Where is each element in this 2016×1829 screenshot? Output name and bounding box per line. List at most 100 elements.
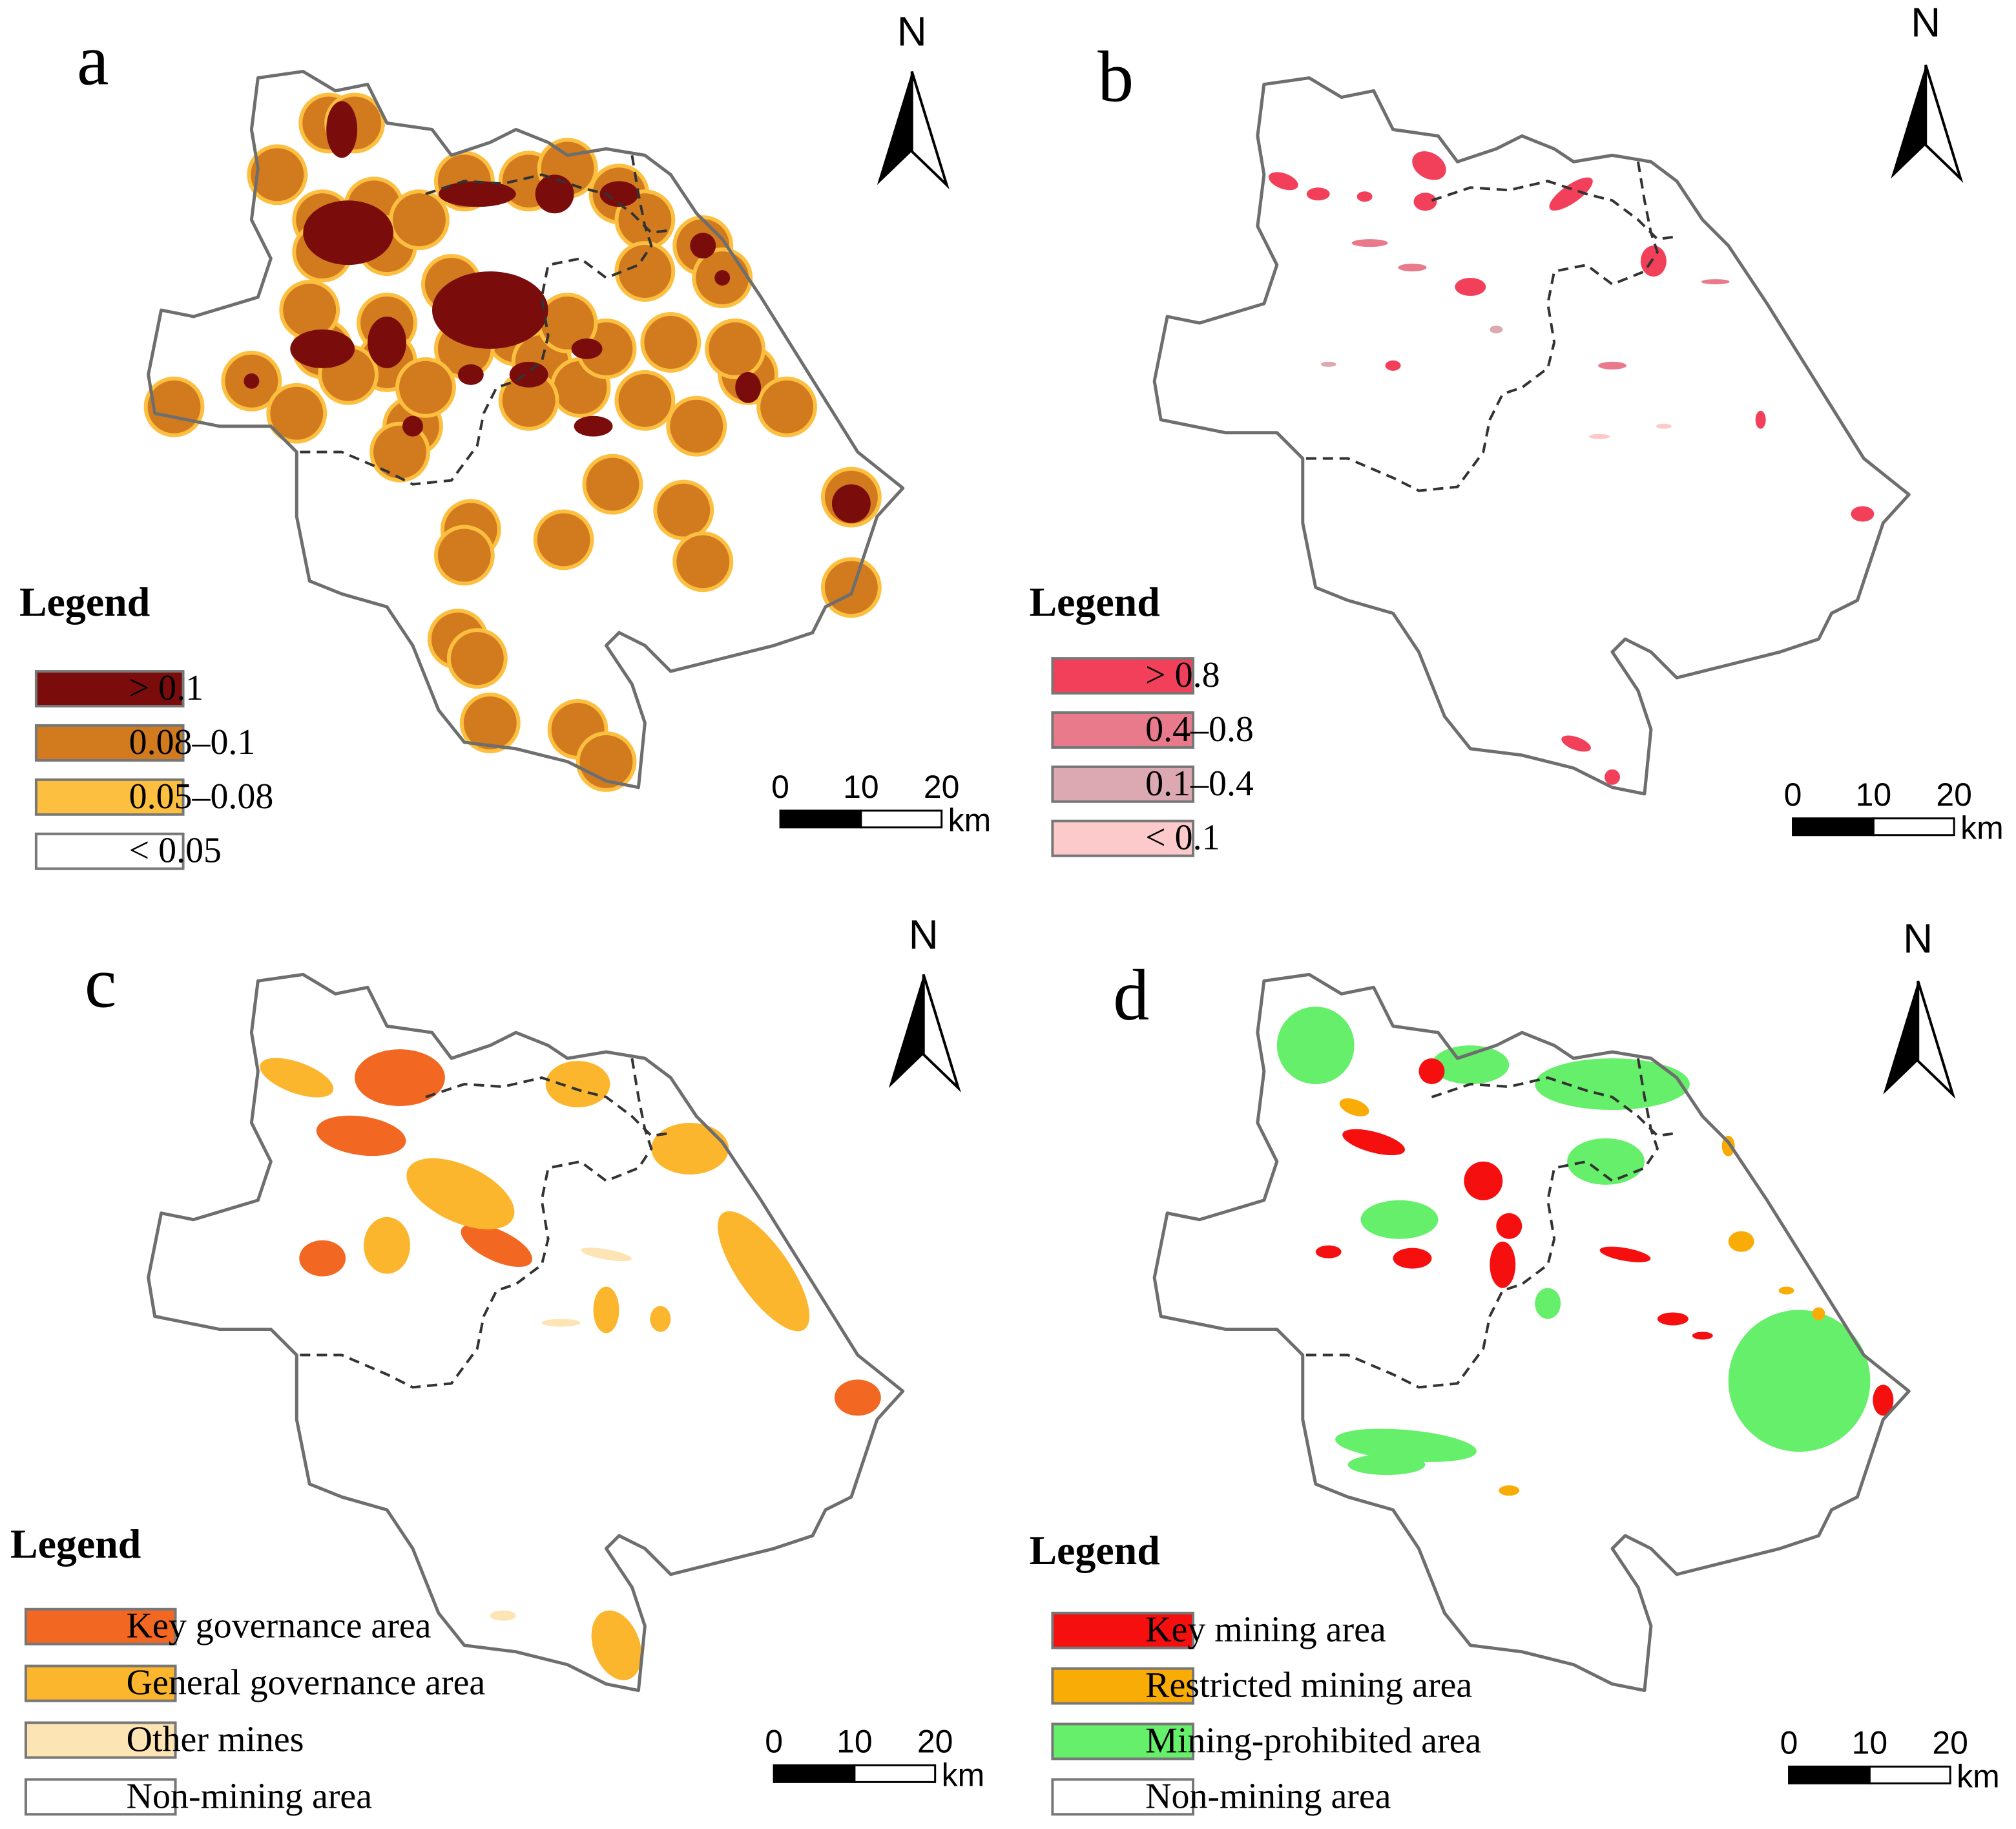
scale-bar — [1872, 817, 1955, 837]
north-arrow — [877, 71, 912, 185]
map-zone — [718, 1211, 810, 1332]
map-features — [1276, 1007, 1894, 1496]
map-zone — [1360, 1200, 1439, 1239]
density-blob — [820, 557, 882, 618]
legend-label: Restricted mining area — [1145, 1666, 1472, 1706]
legend-label: Mining-prohibited area — [1145, 1720, 1481, 1761]
legend-swatch — [34, 832, 185, 870]
panel-label: b — [1097, 37, 1134, 118]
map-zone — [1549, 177, 1593, 211]
map-zone — [1778, 1286, 1794, 1295]
map-zone — [1335, 1428, 1477, 1462]
scale-label: 10 — [1852, 1724, 1888, 1761]
map-zone — [1535, 1288, 1561, 1319]
legend-swatch — [1051, 1778, 1195, 1816]
legend-label: 0.1–0.4 — [1145, 764, 1254, 804]
map-zone — [1755, 410, 1766, 429]
panel-label: c — [85, 943, 117, 1023]
map-zone — [1339, 1098, 1369, 1116]
density-blob — [389, 189, 450, 251]
scale-label: 0 — [1784, 777, 1802, 813]
legend-label: < 0.1 — [1145, 818, 1220, 858]
scale-bar — [1792, 817, 1875, 837]
scale-unit: km — [948, 802, 992, 839]
density-blob — [576, 731, 637, 792]
density-blob — [653, 479, 714, 541]
density-core — [535, 174, 574, 214]
map-zone — [1851, 506, 1875, 522]
legend-title: Legend — [1029, 1527, 1159, 1573]
density-blob — [395, 357, 456, 418]
density-core — [571, 338, 603, 359]
density-core — [714, 270, 731, 286]
map-zone — [1567, 1138, 1645, 1185]
map-features — [260, 1049, 881, 1680]
map-zone — [1496, 1213, 1522, 1239]
density-core — [457, 364, 484, 385]
north-arrow — [1883, 981, 1918, 1095]
map-zone — [1356, 191, 1373, 202]
density-blob — [672, 531, 734, 592]
density-core — [368, 316, 406, 368]
north-label: N — [909, 911, 939, 957]
north-arrow — [888, 974, 924, 1089]
north-arrow — [1917, 980, 1956, 1099]
map-zone — [1490, 325, 1503, 333]
scale-label: 10 — [843, 769, 879, 805]
scale-label: 10 — [837, 1723, 873, 1759]
density-core — [290, 329, 355, 368]
density-core — [303, 200, 394, 266]
legend-swatch — [1051, 657, 1195, 695]
density-blob — [266, 382, 327, 444]
map-zone — [1657, 1312, 1689, 1326]
map-zone — [1598, 361, 1626, 370]
legend-label: 0.4–0.8 — [1145, 709, 1254, 749]
density-blob — [533, 509, 594, 570]
scale-label: 0 — [1780, 1724, 1798, 1761]
north-arrow — [1891, 65, 1926, 179]
density-core — [735, 371, 762, 403]
north-arrow — [910, 71, 950, 190]
density-blob — [666, 395, 727, 457]
legend-swatch — [1051, 765, 1195, 803]
legend-swatch — [24, 1664, 177, 1702]
legend-swatch — [1051, 819, 1195, 857]
map-features — [1268, 151, 1875, 785]
map-zone — [541, 1319, 581, 1327]
density-core — [431, 271, 548, 349]
north-arrow — [922, 974, 961, 1092]
map-zone — [1413, 193, 1437, 211]
scale-label: 0 — [771, 769, 789, 805]
density-blob — [459, 693, 521, 753]
scale-bar — [860, 810, 943, 829]
map-zone — [1276, 1007, 1355, 1085]
map-zone — [1268, 172, 1298, 191]
legend-label: Key governance area — [127, 1606, 431, 1646]
scale-bar — [853, 1764, 937, 1783]
north-label: N — [1911, 0, 1940, 46]
legend-swatch — [1051, 711, 1195, 749]
map-zone — [1599, 1246, 1651, 1262]
legend-title: Legend — [1029, 579, 1159, 625]
scale-label: 20 — [1936, 777, 1972, 813]
legend-label: 0.05–0.08 — [129, 777, 274, 817]
scale-unit: km — [1957, 1758, 2000, 1794]
map-zone — [1692, 1332, 1713, 1340]
map-zone — [1701, 279, 1730, 285]
map-zone — [364, 1217, 410, 1274]
map-zone — [1418, 1058, 1445, 1085]
map-zone — [1431, 1045, 1510, 1085]
map-zone — [490, 1610, 516, 1621]
scale-unit: km — [1960, 810, 2004, 846]
legend-swatch — [24, 1778, 177, 1816]
legend-swatch — [1051, 1722, 1195, 1761]
map-zone — [406, 1158, 515, 1229]
panel-label: a — [77, 21, 109, 101]
density-blob — [582, 454, 643, 515]
legend-swatch — [24, 1607, 177, 1646]
map-zone — [1385, 360, 1401, 371]
map-zone — [1499, 1485, 1520, 1496]
map-zone — [1535, 1058, 1690, 1111]
map-zone — [581, 1248, 632, 1262]
map-zone — [650, 1306, 671, 1332]
